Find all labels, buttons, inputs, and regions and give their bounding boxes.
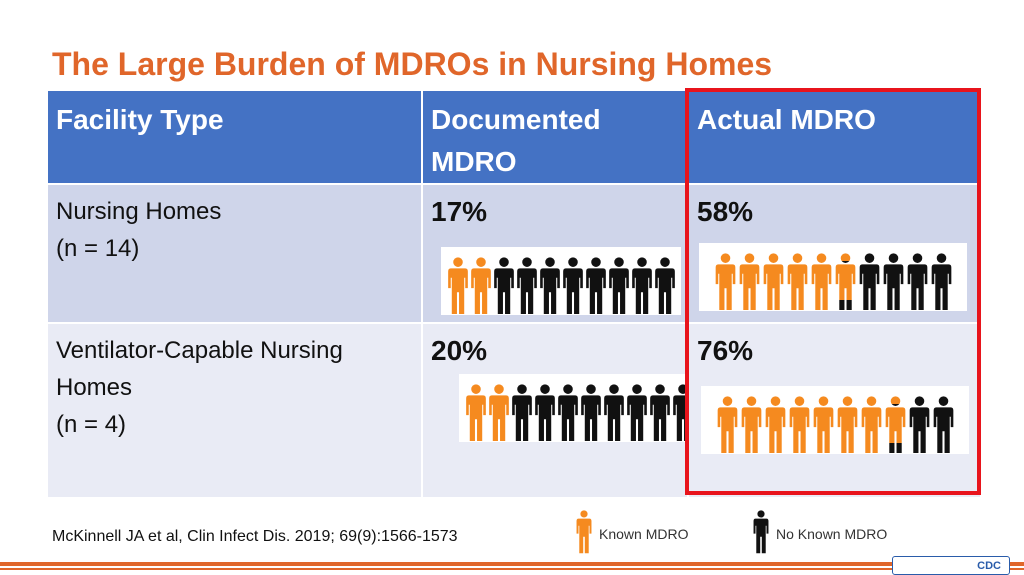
person-known-icon xyxy=(447,257,469,315)
facility-cell: Ventilator-Capable Nursing Homes (n = 4) xyxy=(46,322,423,499)
person-unknown-icon xyxy=(906,253,929,311)
documented-people-graphic xyxy=(459,374,699,442)
facility-name: Nursing Homes xyxy=(56,198,222,225)
person-known-icon xyxy=(810,253,833,311)
cdc-logo: CDC xyxy=(892,556,1010,575)
mdro-table: Facility Type Documented MDRO Actual MDR… xyxy=(46,89,982,499)
person-known-icon xyxy=(764,396,787,454)
citation: McKinnell JA et al, Clin Infect Dis. 201… xyxy=(52,528,458,545)
table-row: Ventilator-Capable Nursing Homes (n = 4)… xyxy=(46,322,982,499)
person-known-icon xyxy=(812,396,835,454)
facility-name: Ventilator-Capable Nursing xyxy=(56,337,343,364)
person-known-icon xyxy=(714,253,737,311)
slide-title: The Large Burden of MDROs in Nursing Hom… xyxy=(52,46,773,82)
person-unknown-icon xyxy=(557,384,579,442)
person-known-icon xyxy=(860,396,883,454)
facility-n: (n = 14) xyxy=(56,235,140,262)
actual-cell: 76% xyxy=(687,322,982,499)
person-known-icon xyxy=(836,396,859,454)
person-unknown-icon xyxy=(626,384,648,442)
person-partial-icon xyxy=(884,396,907,454)
facility-cell: Nursing Homes (n = 14) xyxy=(46,183,423,324)
legend-unknown-label: No Known MDRO xyxy=(776,525,888,542)
person-unknown-icon xyxy=(603,384,625,442)
person-unknown-icon xyxy=(516,257,538,315)
person-known-icon xyxy=(740,396,763,454)
table-row: Nursing Homes (n = 14) 17% 58% xyxy=(46,183,982,324)
person-unknown-icon xyxy=(580,384,602,442)
legend-known: Known MDRO xyxy=(575,510,688,557)
person-known-icon xyxy=(762,253,785,311)
person-unknown-icon xyxy=(585,257,607,315)
person-unknown-icon xyxy=(631,257,653,315)
footer-bar-thin xyxy=(0,568,1024,570)
cdc-logo-text: CDC xyxy=(977,559,1001,572)
legend-unknown: No Known MDRO xyxy=(752,510,887,557)
header-actual-mdro: Actual MDRO xyxy=(687,89,982,185)
person-unknown-icon xyxy=(882,253,905,311)
documented-cell: 20% xyxy=(421,322,699,499)
facility-n: (n = 4) xyxy=(56,411,127,438)
person-unknown-icon xyxy=(930,253,953,311)
person-partial-icon xyxy=(834,253,857,311)
person-unknown-icon xyxy=(649,384,671,442)
person-known-icon xyxy=(788,396,811,454)
person-unknown-icon xyxy=(493,257,515,315)
actual-cell: 58% xyxy=(687,183,982,324)
person-known-icon xyxy=(465,384,487,442)
person-unknown-icon xyxy=(534,384,556,442)
actual-people-graphic xyxy=(699,243,967,311)
documented-percent: 20% xyxy=(431,335,488,366)
person-known-icon xyxy=(470,257,492,315)
actual-percent: 76% xyxy=(697,335,754,366)
person-unknown-icon xyxy=(562,257,584,315)
documented-cell: 17% xyxy=(421,183,689,324)
footer-bar xyxy=(0,562,1024,566)
facility-name-cont: Homes xyxy=(56,374,133,401)
table-header-row: Facility Type Documented MDRO Actual MDR… xyxy=(46,89,982,185)
person-orange-icon xyxy=(575,510,593,557)
person-unknown-icon xyxy=(908,396,931,454)
person-unknown-icon xyxy=(511,384,533,442)
actual-percent: 58% xyxy=(697,196,754,227)
documented-people-graphic xyxy=(441,247,681,315)
header-documented-mdro: Documented MDRO xyxy=(421,89,689,185)
person-known-icon xyxy=(488,384,510,442)
person-known-icon xyxy=(716,396,739,454)
person-unknown-icon xyxy=(608,257,630,315)
person-known-icon xyxy=(786,253,809,311)
person-black-icon xyxy=(752,510,770,557)
actual-people-graphic xyxy=(701,386,969,454)
person-unknown-icon xyxy=(858,253,881,311)
legend-known-label: Known MDRO xyxy=(599,525,689,542)
person-known-icon xyxy=(738,253,761,311)
person-unknown-icon xyxy=(932,396,955,454)
documented-percent: 17% xyxy=(431,196,488,227)
person-unknown-icon xyxy=(539,257,561,315)
header-facility-type: Facility Type xyxy=(46,89,423,185)
person-unknown-icon xyxy=(654,257,676,315)
